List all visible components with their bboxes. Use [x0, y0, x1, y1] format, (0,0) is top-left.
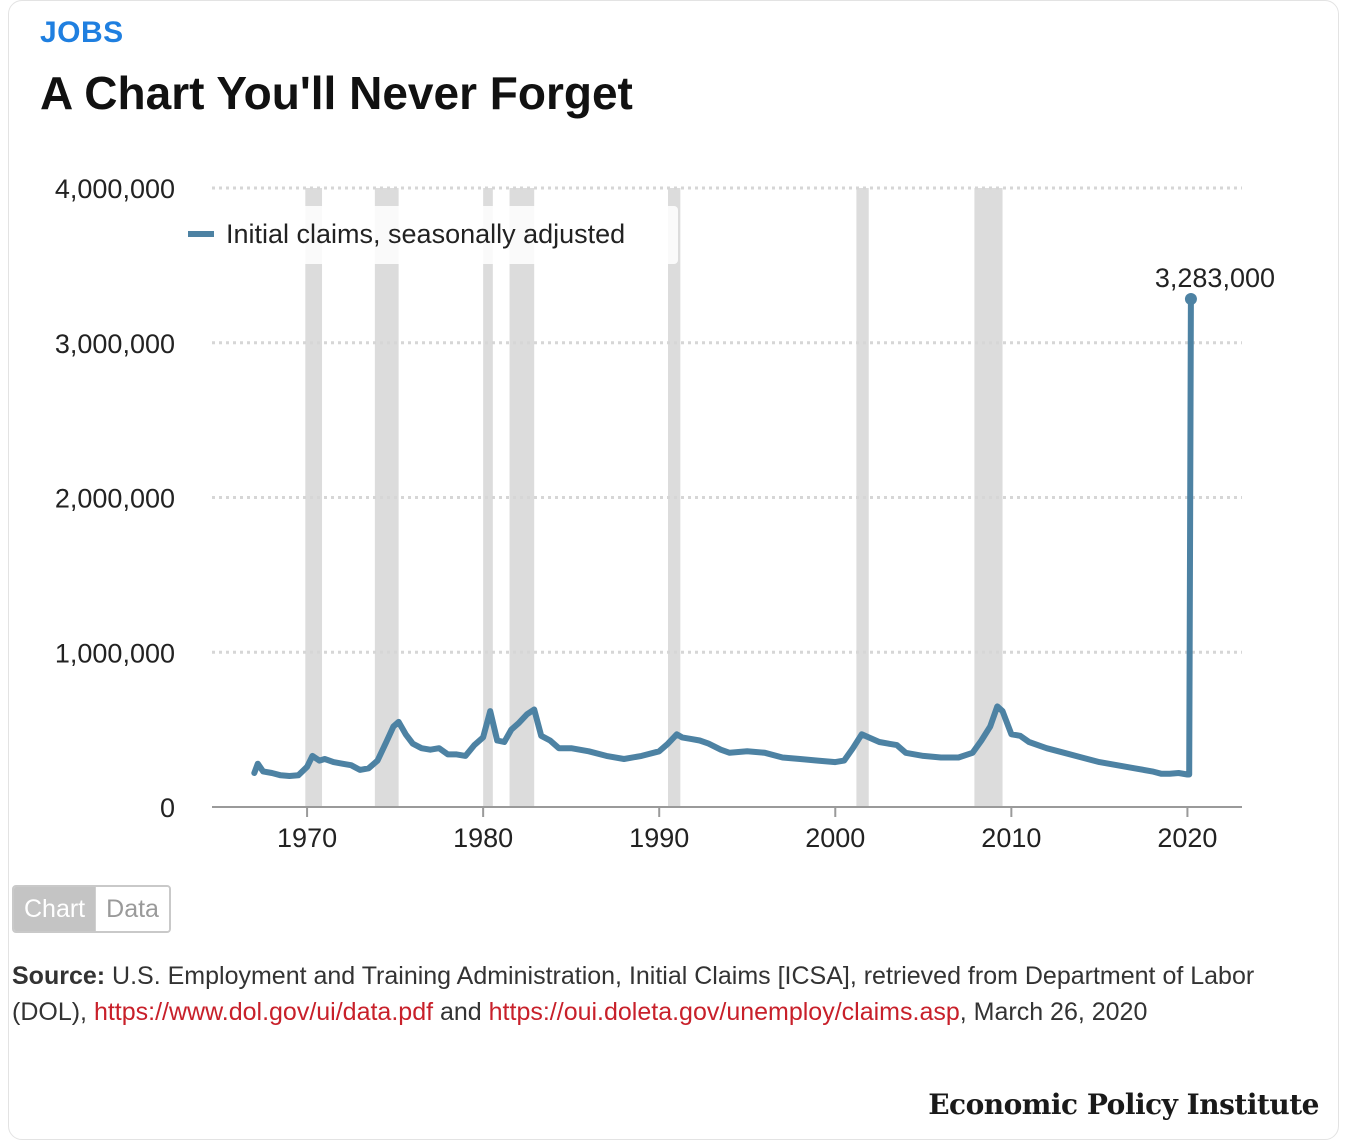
y-tick-label: 0: [160, 793, 175, 823]
data-view-button[interactable]: Data: [95, 887, 169, 931]
x-tick-label: 2010: [981, 823, 1041, 853]
chart-view-button[interactable]: Chart: [14, 887, 96, 931]
x-tick-label: 1970: [277, 823, 337, 853]
legend-box: [180, 206, 678, 264]
y-tick-label: 2,000,000: [55, 484, 175, 514]
y-tick-label: 3,000,000: [55, 329, 175, 359]
peak-point: [1184, 292, 1197, 305]
x-tick-label: 1980: [453, 823, 513, 853]
series-line: [251, 296, 1194, 779]
source-text-1: U.S. Employment and Training Administrat…: [12, 962, 1255, 1026]
legend-label: Initial claims, seasonally adjusted: [226, 219, 625, 249]
source-text-3: , March 26, 2020: [959, 998, 1148, 1026]
source-note: Source: U.S. Employment and Training Adm…: [12, 958, 1292, 1030]
source-link-dol[interactable]: https://www.dol.gov/ui/data.pdf: [93, 998, 434, 1026]
view-toggle: Chart Data: [12, 885, 171, 933]
y-tick-label: 1,000,000: [55, 638, 175, 668]
source-text-2: and: [433, 998, 489, 1026]
y-tick-label: 4,000,000: [55, 174, 175, 204]
section-kicker[interactable]: JOBS: [40, 16, 124, 49]
x-tick-label: 2000: [805, 823, 865, 853]
line-chart: 0 1,000,000 2,000,000 3,000,000 4,000,000 197…: [55, 174, 1275, 853]
chart-title: A Chart You'll Never Forget: [40, 67, 633, 119]
peak-annotation: 3,283,000: [1155, 263, 1275, 293]
x-tick-label: 2020: [1157, 823, 1217, 853]
source-label: Source:: [12, 962, 106, 990]
source-link-doleta[interactable]: https://oui.doleta.gov/unemploy/claims.a…: [488, 998, 960, 1026]
publisher-logo: Economic Policy Institute: [928, 1088, 1319, 1121]
x-tick-label: 1990: [629, 823, 689, 853]
